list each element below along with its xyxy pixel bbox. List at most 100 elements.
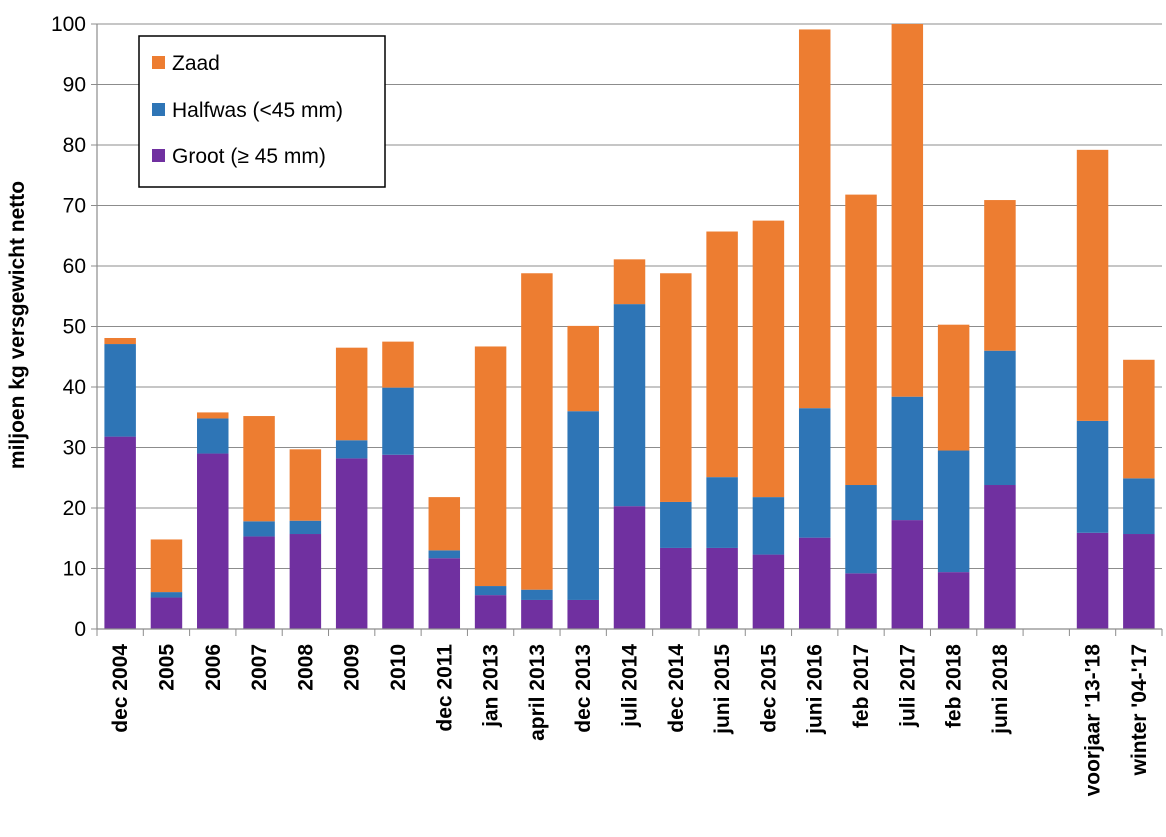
bar-segment xyxy=(706,231,738,478)
x-category-labels: dec 2004 2005 2006 2007 2008 2009 2010 dec 2011… xyxy=(109,644,1151,797)
x-category-label: feb 2018 xyxy=(943,644,966,728)
bar-segment xyxy=(660,501,692,548)
bar-segment xyxy=(1076,149,1109,421)
x-category-label: april 2013 xyxy=(526,644,549,741)
x-category-label: dec 2013 xyxy=(572,644,595,733)
bar-segment xyxy=(243,521,275,537)
bar-segment xyxy=(428,497,461,551)
bar-segment xyxy=(289,534,322,629)
legend-swatch xyxy=(152,149,165,162)
y-tick-label: 80 xyxy=(63,134,86,157)
x-category-label: winter '04-'17 xyxy=(1128,644,1151,776)
x-category-label: dec 2004 xyxy=(109,644,132,733)
bar-segment xyxy=(521,589,553,600)
bar-segment xyxy=(798,29,831,409)
x-category-label: 2010 xyxy=(387,644,410,691)
bar-segment xyxy=(706,477,738,548)
bar-segment xyxy=(891,24,924,397)
bar-segment xyxy=(845,573,877,629)
legend-swatch xyxy=(152,56,165,69)
x-category-label: juli 2014 xyxy=(619,644,642,728)
bar-segment xyxy=(474,346,507,587)
bar-segment xyxy=(613,259,646,305)
x-category-label: juni 2018 xyxy=(989,644,1012,735)
bar-segment xyxy=(1076,420,1109,533)
bar-segment xyxy=(382,341,414,388)
bar-segment xyxy=(197,453,229,629)
bar-segment xyxy=(798,537,831,629)
bar-segment xyxy=(567,325,599,412)
y-tick-label: 30 xyxy=(63,437,86,460)
x-category-label: 2005 xyxy=(155,644,178,691)
bar-segment xyxy=(150,592,183,598)
bar-segment xyxy=(382,387,414,455)
x-category-label: 2007 xyxy=(248,644,271,691)
x-category-label: dec 2011 xyxy=(433,644,456,732)
bar-segment xyxy=(613,506,646,629)
bar-segment xyxy=(289,449,322,521)
y-tick-labels: 0 10 20 30 40 50 60 70 80 90 100 xyxy=(51,13,86,641)
bar-segment xyxy=(197,418,229,454)
x-category-label: juni 2015 xyxy=(711,644,734,735)
bar-segment xyxy=(150,597,183,629)
y-tick-label: 20 xyxy=(63,497,86,520)
bar-segment xyxy=(335,440,368,459)
y-tick-label: 60 xyxy=(63,255,86,278)
bar-segment xyxy=(1123,478,1155,535)
legend: Zaad Halfwas (<45 mm) Groot (≥ 45 mm) xyxy=(138,35,386,188)
bar-segment xyxy=(937,324,970,451)
legend-swatch xyxy=(152,103,165,116)
legend-label: Groot (≥ 45 mm) xyxy=(172,145,326,168)
bar-segment xyxy=(613,304,646,507)
bar-segment xyxy=(428,558,461,629)
bar-segment xyxy=(382,454,414,629)
bar-segment xyxy=(335,458,368,629)
bar-segment xyxy=(937,572,970,629)
bar-segment xyxy=(984,350,1016,486)
bar-segment xyxy=(474,595,507,629)
bar-segment xyxy=(197,412,229,419)
y-tick-label: 0 xyxy=(74,618,86,641)
axes xyxy=(91,23,1163,636)
bar-segment xyxy=(521,599,553,629)
bar-segment xyxy=(984,485,1016,629)
bar-segment xyxy=(891,396,924,521)
bar-segment xyxy=(891,520,924,629)
bar-segment xyxy=(660,547,692,629)
bar-segment xyxy=(660,273,692,502)
bar-segment xyxy=(243,536,275,629)
y-tick-label: 70 xyxy=(63,195,86,218)
bar-segment xyxy=(474,586,507,596)
bar-segment xyxy=(104,337,136,345)
y-tick-label: 40 xyxy=(63,376,86,399)
bar-segment xyxy=(104,344,136,437)
x-category-label: juni 2016 xyxy=(804,644,827,735)
bar-segment xyxy=(567,599,599,629)
bar-segment xyxy=(567,411,599,600)
bar-segment xyxy=(150,539,183,593)
legend-label: Halfwas (<45 mm) xyxy=(172,99,343,122)
bar-segment xyxy=(428,550,461,559)
bar-segment xyxy=(1076,532,1109,629)
x-category-label: 2009 xyxy=(341,644,364,691)
bar-segment xyxy=(104,436,136,629)
x-category-label: 2008 xyxy=(294,644,317,691)
y-tick-label: 100 xyxy=(51,13,86,36)
bar-segment xyxy=(1123,359,1155,479)
y-tick-label: 50 xyxy=(63,316,86,339)
bar-segment xyxy=(845,485,877,574)
legend-box xyxy=(138,35,386,188)
bar-segment xyxy=(243,416,275,522)
bar-segment xyxy=(752,220,785,498)
y-tick-label: 10 xyxy=(63,558,86,581)
bar-segment xyxy=(752,554,785,629)
bar-segment xyxy=(752,497,785,555)
x-category-label: jan 2013 xyxy=(480,644,503,728)
x-category-label: dec 2014 xyxy=(665,644,688,733)
x-category-label: juli 2017 xyxy=(896,644,919,728)
y-tick-label: 90 xyxy=(63,74,86,97)
x-category-label: dec 2015 xyxy=(757,644,780,733)
legend-label: Zaad xyxy=(172,52,220,75)
bar-segment xyxy=(845,194,877,486)
